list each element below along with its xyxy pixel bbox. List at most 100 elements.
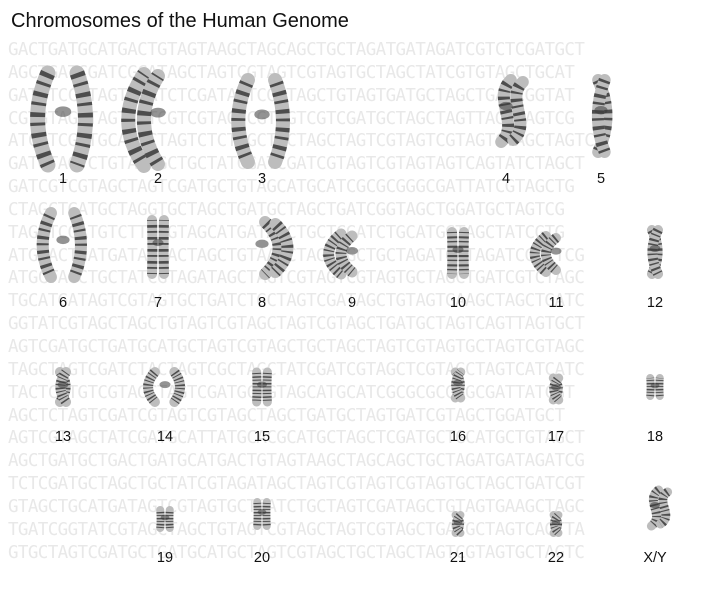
chromosome-label: 22 — [547, 550, 565, 566]
chromosome-x-y — [646, 485, 673, 531]
centromere — [594, 106, 608, 115]
sequence-line: TCTCGATGCTAGCTGCTATCGTAGATAGCTAGTCGTAGTC… — [8, 474, 585, 495]
chromatid — [69, 65, 93, 173]
chromosome-label: 6 — [58, 295, 68, 311]
chromosome-band — [496, 75, 516, 147]
chromosome-label: 21 — [449, 550, 467, 566]
centromere — [551, 384, 561, 391]
chromatid — [143, 367, 160, 407]
chromosome-16 — [450, 367, 466, 403]
centromere — [650, 501, 660, 509]
chromosome-1 — [30, 65, 93, 173]
sequence-line: AGCTGATGCTGACTGATGCATGACTGTAGTAAGCTAGCAG… — [8, 451, 585, 472]
chromosome-8 — [255, 216, 294, 280]
chromosome-21 — [451, 511, 465, 537]
chromosome-18 — [646, 374, 664, 400]
centromere — [650, 382, 660, 389]
chromosome-label: 12 — [646, 295, 664, 311]
chromosome-17 — [548, 373, 564, 405]
chromosome-4 — [495, 74, 529, 148]
centromere — [57, 381, 69, 389]
sequence-line: GACTGATGCATGACTGTAGTAAGCTAGCAGCTGCTAGATG… — [8, 40, 585, 60]
chromatid — [541, 233, 561, 275]
chromosome-label: 14 — [156, 429, 174, 445]
chromosome-band — [68, 210, 87, 280]
chromosome-band — [335, 231, 356, 277]
sequence-line: GGTATCGTAGCTAGCTGTAGTCGTAGCTAGTCGTAGCTGA… — [8, 314, 585, 335]
centromere — [452, 246, 464, 254]
centromere — [159, 381, 171, 389]
chromosome-band — [268, 77, 290, 165]
centromere — [345, 246, 359, 255]
chromosome-band — [270, 219, 294, 277]
chromosome-label: 9 — [347, 295, 357, 311]
chromosome-label: 17 — [547, 429, 565, 445]
chromosome-band — [529, 232, 550, 276]
chromosome-label: 5 — [596, 171, 606, 187]
sequence-line: GTGCTAGTCGATGCTGATGCATGCTAGTCGTAGCTGCTAG… — [8, 542, 585, 563]
chromosome-10 — [447, 227, 469, 279]
centromere — [453, 379, 463, 387]
chromosome-band — [549, 374, 563, 404]
chromosome-7 — [147, 215, 169, 279]
chromatid — [30, 65, 56, 173]
chromosome-band — [69, 70, 93, 168]
sequence-line: TGCATGATAGTCGTAGTGCTGATCTGCTAGTCGATAGCTG… — [8, 291, 585, 312]
centromere — [255, 239, 269, 249]
chromosome-2 — [121, 67, 166, 173]
sequence-line: GTAGCTGCATGATAGTCGTAGTGCTGATCTGCTAGTCGAT… — [8, 496, 585, 517]
centromere — [453, 519, 463, 526]
centromere — [550, 247, 562, 255]
chromosome-14 — [143, 367, 185, 407]
chromosome-label: 2 — [153, 171, 163, 187]
chromosome-5 — [591, 74, 613, 158]
chromosome-22 — [549, 511, 563, 537]
centromere — [649, 244, 661, 252]
chromosome-label: 4 — [501, 171, 511, 187]
chromosome-label: 20 — [253, 550, 271, 566]
centromere — [257, 381, 267, 388]
chromosome-label: 13 — [54, 429, 72, 445]
chromosome-band — [231, 77, 255, 165]
chromosome-label: 18 — [646, 429, 664, 445]
chromosome-3 — [231, 73, 290, 169]
chromosome-13 — [54, 367, 72, 407]
chromatid — [169, 367, 185, 407]
chromosome-band — [136, 72, 164, 168]
sequence-line: AGTCGTAGCTATCGATGCATTATGCACGCATGCTAGCTCG… — [8, 428, 585, 449]
chromosome-band — [260, 217, 285, 279]
page-title: Chromosomes of the Human Genome — [11, 10, 349, 32]
chromosome-band — [508, 77, 528, 145]
chromosome-label: 3 — [257, 171, 267, 187]
chromosome-band — [36, 210, 57, 280]
chromosome-label: 8 — [257, 295, 267, 311]
sequence-line: AGCTCTAGTCGATCGTAGTCGTAGCTAGCTGATGCTAGTG… — [8, 405, 565, 426]
chromosome-11 — [529, 231, 562, 277]
centromere — [499, 101, 513, 111]
centromere — [54, 106, 72, 117]
chromosome-band — [121, 70, 150, 170]
chromosome-label: 19 — [156, 550, 174, 566]
centromere — [160, 514, 170, 521]
chromosome-15 — [252, 367, 272, 407]
dna-sequence-background: GACTGATGCATGACTGTAGTAAGCTAGCAGCTGCTAGATG… — [8, 39, 720, 599]
chromosome-label: 16 — [449, 429, 467, 445]
chromosome-12 — [646, 225, 664, 279]
centromere — [254, 109, 270, 120]
chromosome-9 — [323, 228, 359, 280]
chromatid — [647, 225, 664, 279]
sequence-line: TGATCGGTATCGTAGCTAGCTGTAGTCGTAGCTAGTCGTA… — [8, 519, 585, 540]
centromere — [551, 519, 561, 526]
chromosome-band — [657, 488, 671, 528]
chromosome-label: 11 — [548, 295, 564, 311]
chromosome-label: 10 — [449, 295, 467, 311]
chromosome-band — [30, 69, 55, 169]
chromosome-label: 15 — [253, 429, 271, 445]
centromere — [150, 107, 166, 118]
chromosome-label: 1 — [58, 171, 68, 187]
centromere — [152, 239, 164, 247]
chromosome-19 — [156, 506, 174, 532]
sequence-line: CTAGCTGATGCTAGGTGCTAGCTGATGCTAGCTGATCGGT… — [8, 199, 565, 220]
